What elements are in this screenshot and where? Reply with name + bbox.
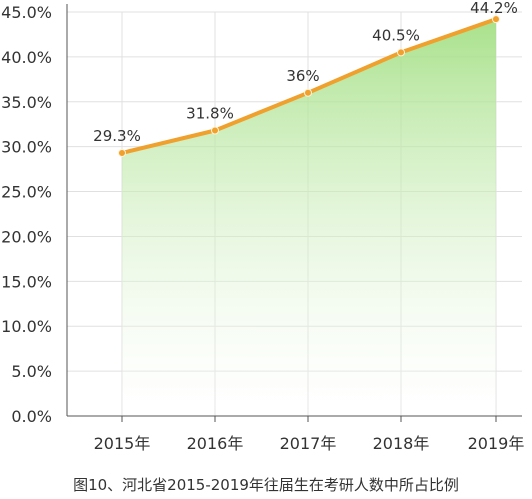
- y-tick-label: 35.0%: [1, 93, 52, 112]
- x-tick-label: 2018年: [373, 434, 430, 453]
- data-label: 31.8%: [186, 105, 234, 123]
- x-tick-label: 2015年: [94, 434, 151, 453]
- data-point: [304, 88, 312, 97]
- y-tick-label: 45.0%: [1, 3, 52, 22]
- y-tick-label: 0.0%: [11, 407, 52, 426]
- data-point: [211, 126, 219, 135]
- y-tick-label: 30.0%: [1, 138, 52, 157]
- data-label: 40.5%: [372, 26, 420, 44]
- data-label: 36%: [286, 67, 319, 85]
- data-point: [118, 148, 126, 157]
- x-tick-label: 2016年: [187, 434, 244, 453]
- series-area: [122, 19, 496, 417]
- x-tick-label: 2019年: [468, 434, 525, 453]
- y-tick-label: 15.0%: [1, 272, 52, 291]
- x-tick-label: 2017年: [280, 434, 337, 453]
- data-label: 29.3%: [93, 127, 141, 145]
- data-point: [492, 15, 500, 24]
- y-tick-label: 5.0%: [11, 362, 52, 381]
- y-tick-label: 10.0%: [1, 317, 52, 336]
- y-tick-label: 25.0%: [1, 183, 52, 202]
- data-point: [397, 48, 405, 57]
- y-tick-label: 40.0%: [1, 48, 52, 67]
- data-label: 44.2%: [470, 0, 518, 17]
- figure-caption: 图10、河北省2015-2019年往届生在考研人数中所占比例: [73, 476, 459, 494]
- y-tick-label: 20.0%: [1, 227, 52, 246]
